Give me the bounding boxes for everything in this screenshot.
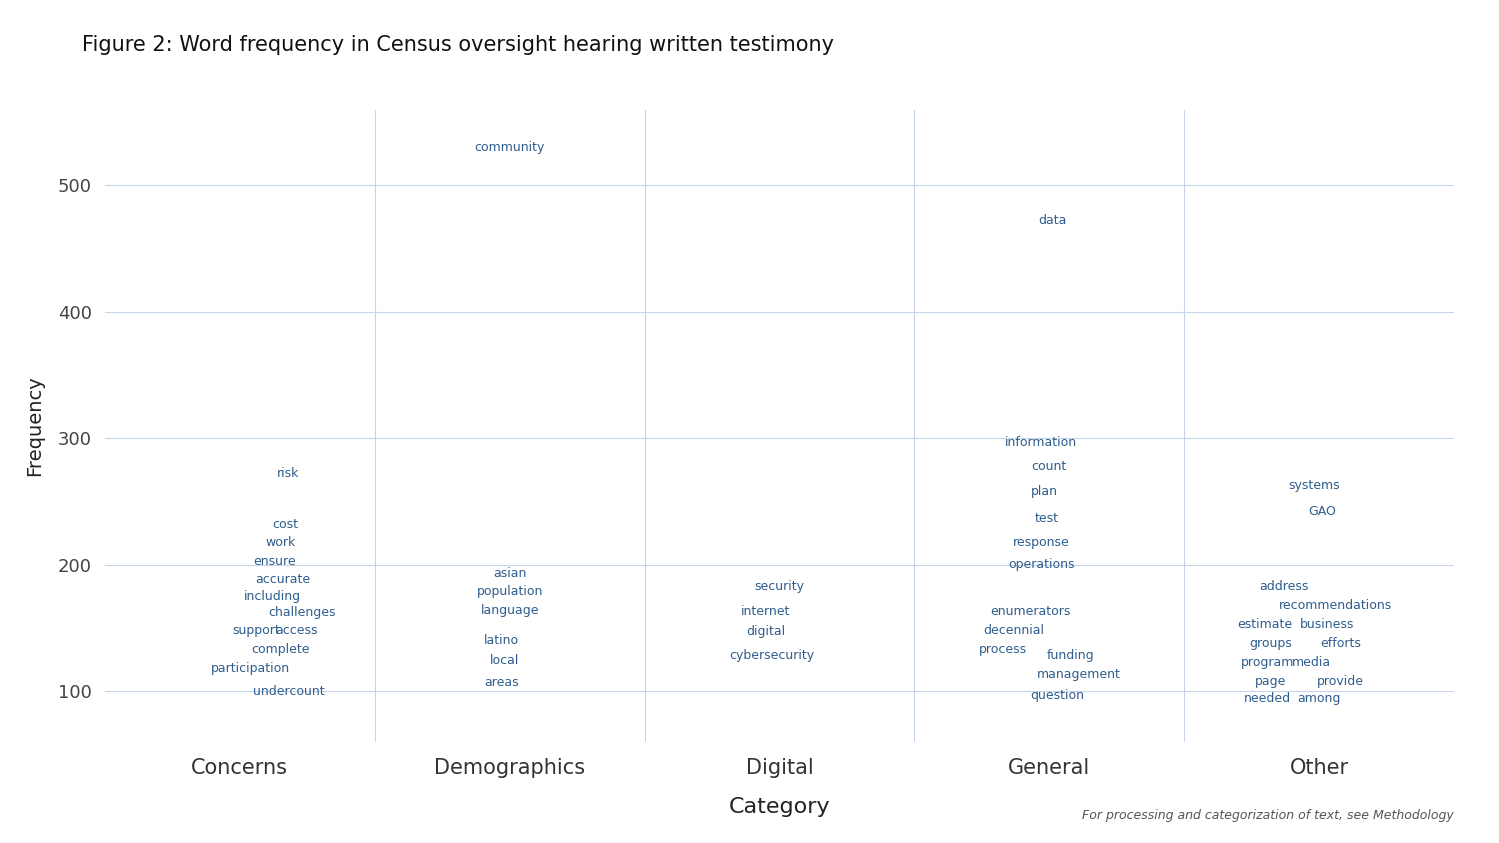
Text: latino: latino: [484, 634, 519, 647]
Text: funding: funding: [1048, 649, 1094, 663]
Text: areas: areas: [484, 676, 519, 689]
Text: plan: plan: [1030, 485, 1057, 498]
Text: among: among: [1298, 692, 1340, 706]
Text: recommendations: recommendations: [1279, 599, 1393, 612]
Text: media: media: [1292, 656, 1331, 668]
Text: complete: complete: [250, 643, 310, 656]
Text: information: information: [1006, 436, 1078, 448]
Text: cost: cost: [273, 518, 298, 531]
Text: page: page: [1255, 674, 1286, 688]
Text: enumerators: enumerators: [991, 605, 1070, 618]
Text: management: management: [1037, 668, 1121, 681]
Text: efforts: efforts: [1321, 636, 1361, 650]
Text: operations: operations: [1007, 558, 1075, 572]
Text: participation: participation: [211, 662, 291, 675]
Text: population: population: [477, 585, 543, 598]
Text: undercount: undercount: [253, 685, 324, 698]
Text: For processing and categorization of text, see Methodology: For processing and categorization of tex…: [1082, 809, 1454, 822]
Text: needed: needed: [1244, 692, 1292, 706]
Text: asian: asian: [493, 567, 526, 580]
Y-axis label: Frequency: Frequency: [25, 375, 43, 476]
Text: access: access: [276, 624, 318, 637]
Text: program: program: [1241, 656, 1295, 668]
Text: ensure: ensure: [253, 555, 297, 567]
Text: response: response: [1013, 535, 1070, 549]
Text: local: local: [490, 654, 519, 668]
Text: accurate: accurate: [255, 573, 310, 587]
Text: risk: risk: [277, 467, 300, 481]
Text: question: question: [1030, 689, 1084, 701]
Text: test: test: [1034, 512, 1058, 524]
Text: challenges: challenges: [268, 606, 336, 620]
Text: address: address: [1259, 580, 1309, 593]
Text: business: business: [1300, 618, 1355, 631]
Text: security: security: [754, 580, 805, 593]
Text: estimate: estimate: [1238, 618, 1292, 631]
Text: cybersecurity: cybersecurity: [729, 649, 814, 663]
Text: work: work: [265, 535, 295, 549]
Text: digital: digital: [747, 626, 785, 638]
Text: support: support: [232, 624, 280, 637]
Text: Figure 2: Word frequency in Census oversight hearing written testimony: Figure 2: Word frequency in Census overs…: [82, 35, 835, 55]
Text: provide: provide: [1318, 674, 1364, 688]
Text: process: process: [979, 643, 1027, 656]
Text: data: data: [1037, 214, 1066, 228]
Text: language: language: [480, 604, 540, 617]
Text: count: count: [1031, 459, 1067, 473]
Text: community: community: [475, 141, 544, 154]
Text: internet: internet: [742, 605, 790, 618]
Text: groups: groups: [1249, 636, 1292, 650]
Text: decennial: decennial: [983, 624, 1045, 637]
X-axis label: Category: Category: [729, 797, 830, 817]
Text: including: including: [244, 590, 301, 603]
Text: GAO: GAO: [1309, 505, 1336, 518]
Text: systems: systems: [1288, 479, 1340, 491]
